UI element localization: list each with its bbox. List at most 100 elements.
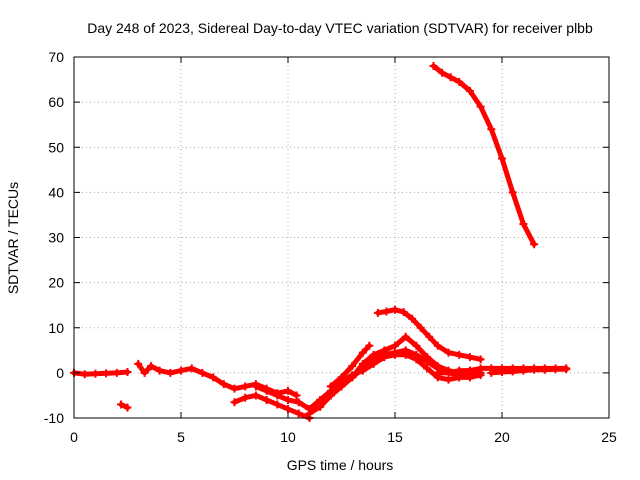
data-point: [498, 154, 506, 163]
data-point: [273, 400, 282, 409]
data-point: [316, 395, 325, 404]
data-point: [444, 348, 453, 357]
data-point: [438, 68, 447, 77]
data-point: [326, 391, 335, 400]
data-point: [429, 62, 438, 71]
data-point: [465, 366, 474, 375]
data-point: [401, 332, 410, 341]
data-point: [365, 341, 374, 350]
data-point: [241, 382, 250, 391]
data-point: [123, 403, 132, 412]
data-point: [112, 368, 121, 377]
axis-ticks: [73, 56, 610, 419]
data-point: [487, 125, 496, 134]
data-point: [408, 314, 417, 323]
data-point: [117, 400, 126, 409]
data-point: [147, 362, 156, 371]
data-point: [262, 386, 271, 395]
data-series: [70, 62, 571, 422]
data-point: [401, 346, 410, 355]
data-point: [416, 323, 425, 332]
y-tick-label: 60: [48, 94, 64, 110]
data-point: [369, 350, 378, 359]
y-tick-label: 70: [48, 49, 64, 65]
y-tick-label: 20: [48, 275, 64, 291]
data-point: [230, 398, 239, 407]
data-point: [530, 365, 539, 374]
data-point: [123, 367, 132, 376]
y-tick-label: 40: [48, 184, 64, 200]
y-tick-label: 50: [48, 139, 64, 155]
data-point: [455, 77, 464, 86]
data-point: [102, 369, 111, 378]
data-point: [433, 341, 442, 350]
data-point: [446, 73, 455, 82]
data-point: [433, 368, 442, 377]
axis-tick-labels: 0 5 10 15 20 25 -10 0 10 20 30 40 50 60 70: [44, 49, 617, 445]
data-point: [530, 240, 539, 249]
data-point: [508, 188, 517, 197]
data-point: [348, 362, 357, 371]
chart-title: Day 248 of 2023, Sidereal Day-to-day VTE…: [87, 20, 593, 36]
data-point: [519, 366, 528, 375]
data-point: [177, 366, 185, 375]
data-point: [455, 366, 464, 375]
data-point: [294, 409, 303, 418]
data-point: [562, 365, 571, 374]
data-point: [284, 395, 292, 404]
data-point: [91, 369, 100, 378]
data-point: [198, 368, 207, 377]
data-point: [251, 382, 260, 391]
data-point: [251, 391, 260, 400]
data-point: [487, 368, 496, 377]
data-point: [412, 341, 421, 350]
data-point: [444, 368, 453, 377]
x-tick-label: 15: [387, 429, 403, 445]
data-point: [219, 380, 228, 389]
data-point: [241, 393, 250, 402]
data-point: [326, 382, 335, 391]
data-point: [476, 364, 485, 373]
data-point: [382, 307, 391, 316]
data-point: [455, 350, 464, 359]
data-point: [134, 359, 143, 368]
data-point: [476, 355, 485, 364]
data-point: [519, 219, 528, 228]
data-point: [305, 409, 314, 418]
data-point: [80, 370, 89, 379]
data-point: [155, 366, 164, 375]
data-point: [140, 368, 149, 377]
x-tick-label: 10: [280, 429, 296, 445]
data-point: [498, 367, 506, 376]
data-point: [399, 307, 408, 316]
y-tick-label: 10: [48, 320, 64, 336]
data-point: [284, 386, 292, 395]
data-point: [316, 402, 325, 411]
data-point: [425, 332, 434, 341]
data-point: [465, 353, 474, 362]
data-point: [380, 346, 389, 355]
data-point: [292, 391, 301, 400]
data-point: [209, 373, 218, 382]
x-tick-label: 5: [177, 429, 185, 445]
series-arc-3: [135, 361, 300, 398]
data-point: [230, 384, 239, 393]
data-point: [391, 305, 399, 314]
data-point: [391, 341, 399, 350]
data-point: [166, 368, 175, 377]
data-point: [348, 373, 357, 382]
data-point: [358, 359, 367, 368]
data-point: [423, 353, 432, 362]
data-point: [433, 362, 442, 371]
data-point: [337, 373, 346, 382]
x-tick-label: 25: [601, 429, 617, 445]
data-point: [412, 350, 421, 359]
y-tick-label: 0: [56, 365, 64, 381]
data-point: [294, 398, 303, 407]
data-point: [551, 365, 560, 374]
data-point: [423, 364, 432, 373]
y-tick-label: -10: [44, 410, 64, 426]
data-point: [284, 404, 292, 413]
y-axis-label: SDTVAR / TECUs: [5, 182, 21, 294]
